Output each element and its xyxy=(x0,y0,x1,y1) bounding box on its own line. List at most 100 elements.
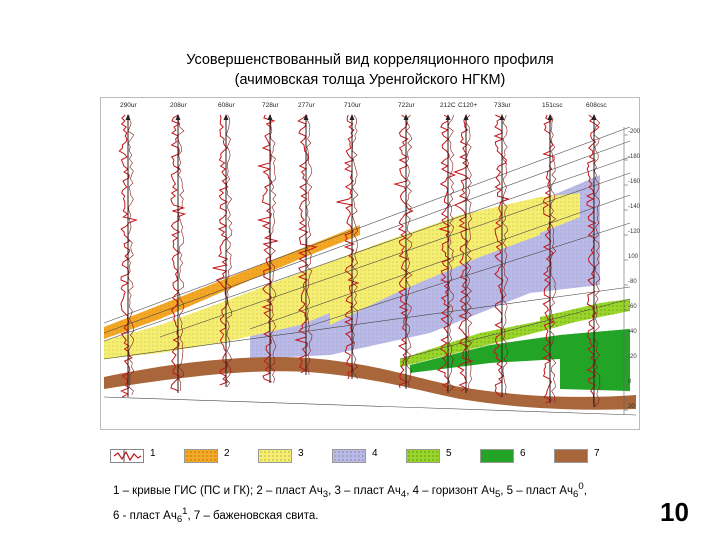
depth-tick-label: -60 xyxy=(628,304,637,310)
caption-sup: 0 xyxy=(578,481,584,492)
well-arrow-icon xyxy=(445,114,451,120)
log-curve-608ur xyxy=(212,114,229,386)
well-label-208ur: 208ur xyxy=(170,102,187,109)
log-curve-secondary-290ur xyxy=(127,114,135,396)
caption-text: , 7 – баженовская свита. xyxy=(187,509,319,522)
caption-sub: 6 xyxy=(176,514,183,526)
log-curve-secondary-C120+ xyxy=(465,114,473,392)
well-277ur: 277ur xyxy=(294,102,318,376)
well-label-733ur: 733ur xyxy=(494,102,511,109)
depth-tick-label: -40 xyxy=(628,329,637,335)
log-curve-secondary-722ur xyxy=(405,114,413,388)
title-line-2: (ачимовская толща Уренгойского НГКМ) xyxy=(234,72,506,88)
caption-line-1: 1 – кривые ГИС (ПС и ГК); 2 – пласт Ач3,… xyxy=(113,478,633,503)
well-label-608csc: 608csc xyxy=(586,102,607,109)
title-line-1: Усовершенствованный вид корреляционного … xyxy=(186,52,554,68)
legend-swatch-ach3 xyxy=(184,449,218,463)
well-208ur: 208ur xyxy=(170,102,187,393)
well-arrow-icon xyxy=(349,114,355,120)
caption-sub: 3 xyxy=(322,489,329,501)
well-C120+: C120+ xyxy=(453,102,478,393)
well-label-277ur: 277ur xyxy=(298,102,315,109)
depth-tick-label: -140 xyxy=(628,204,640,210)
log-curve-secondary-608csc xyxy=(593,114,601,408)
log-curve-208ur xyxy=(170,114,187,392)
well-label-290ur: 290ur xyxy=(120,102,137,109)
caption-sup: 1 xyxy=(182,506,188,518)
well-722ur: 722ur xyxy=(393,102,415,389)
well-arrow-icon xyxy=(267,114,273,120)
depth-tick-label: -180 xyxy=(628,154,640,160)
log-curve-secondary-733ur xyxy=(501,114,509,396)
well-arrow-icon xyxy=(547,114,553,120)
log-curve-733ur xyxy=(493,114,510,398)
well-label-710ur: 710ur xyxy=(344,102,361,109)
wells-layer: 290ur 208ur 608ur 728ur 277ur 710ur 722ur 212C C… xyxy=(118,102,607,408)
legend-num-3: 3 xyxy=(298,448,304,459)
caption-sub: 5 xyxy=(494,489,501,501)
depth-tick-label: -200 xyxy=(628,129,640,135)
legend-swatch-curves-icon xyxy=(110,449,144,463)
legend-num-2: 2 xyxy=(224,448,230,459)
correlation-lines xyxy=(103,126,637,416)
depth-tick-label: -120 xyxy=(628,229,640,235)
well-arrow-icon xyxy=(125,114,131,120)
depth-tick-label: 20 xyxy=(628,404,635,410)
caption-text: , 5 – пласт Ач xyxy=(500,484,574,497)
well-290ur: 290ur xyxy=(118,102,138,398)
bazhenov-formation xyxy=(104,357,636,410)
legend-swatch-ach5 xyxy=(332,449,366,463)
well-arrow-icon xyxy=(403,114,409,120)
well-label-151csc: 151csc xyxy=(542,102,563,109)
depth-tick-label: -80 xyxy=(628,279,637,285)
legend-num-5: 5 xyxy=(446,448,452,459)
legend-caption: 1 – кривые ГИС (ПС и ГК); 2 – пласт Ач3,… xyxy=(113,478,633,528)
well-arrow-icon xyxy=(175,114,181,120)
well-label-728ur: 728ur xyxy=(262,102,279,109)
well-label-212C: 212C xyxy=(440,102,456,109)
well-label-C120+: C120+ xyxy=(458,102,478,109)
caption-text: , xyxy=(583,484,587,497)
correlation-profile: 290ur 208ur 608ur 728ur 277ur 710ur 722ur 212C C… xyxy=(100,97,640,430)
legend-swatch-bazhenov xyxy=(554,449,588,463)
log-curve-290ur xyxy=(118,114,138,398)
legend-swatch-ach6-0 xyxy=(406,449,440,463)
slide-title: Усовершенствованный вид корреляционного … xyxy=(100,50,640,90)
legend-swatch-ach6-1 xyxy=(480,449,514,463)
well-label-608ur: 608ur xyxy=(218,102,235,109)
caption-text: , 4 – горизонт Ач xyxy=(406,484,495,497)
log-curve-secondary-277ur xyxy=(306,114,313,376)
well-arrow-icon xyxy=(591,114,597,120)
caption-sub: 6 xyxy=(573,489,579,501)
well-arrow-icon xyxy=(463,114,469,120)
caption-line-2: 6 - пласт Ач61, 7 – баженовская свита. xyxy=(113,503,633,528)
caption-text: , 3 – пласт Ач xyxy=(328,484,401,497)
depth-tick-label: -20 xyxy=(628,354,637,360)
well-212C: 212C xyxy=(436,102,457,393)
legend-num-4: 4 xyxy=(372,448,378,459)
log-curve-secondary-212C xyxy=(447,114,455,392)
well-arrow-icon xyxy=(303,114,309,120)
well-label-722ur: 722ur xyxy=(398,102,415,109)
well-710ur: 710ur xyxy=(336,102,361,380)
log-curve-secondary-208ur xyxy=(177,114,185,392)
legend-num-7: 7 xyxy=(594,448,600,459)
caption-text: 1 – кривые ГИС (ПС и ГК); 2 – пласт Ач xyxy=(113,484,323,497)
well-728ur: 728ur xyxy=(256,102,279,384)
well-733ur: 733ur xyxy=(493,102,511,398)
well-608ur: 608ur xyxy=(212,102,235,388)
well-151csc: 151csc xyxy=(542,102,563,404)
well-arrow-icon xyxy=(499,114,505,120)
depth-tick-label: 100 xyxy=(628,254,639,260)
legend: 1 2 3 4 5 6 7 xyxy=(110,446,630,468)
caption-sub: 4 xyxy=(400,489,407,501)
well-arrow-icon xyxy=(223,114,229,120)
log-curve-secondary-728ur xyxy=(269,114,277,384)
depth-tick-label: 0 xyxy=(628,379,632,385)
depth-tick-label: -160 xyxy=(628,179,640,185)
well-608csc: 608csc xyxy=(585,102,607,408)
legend-swatch-ach4 xyxy=(258,449,292,463)
legend-num-1: 1 xyxy=(150,448,156,459)
log-curve-608csc xyxy=(585,114,600,407)
